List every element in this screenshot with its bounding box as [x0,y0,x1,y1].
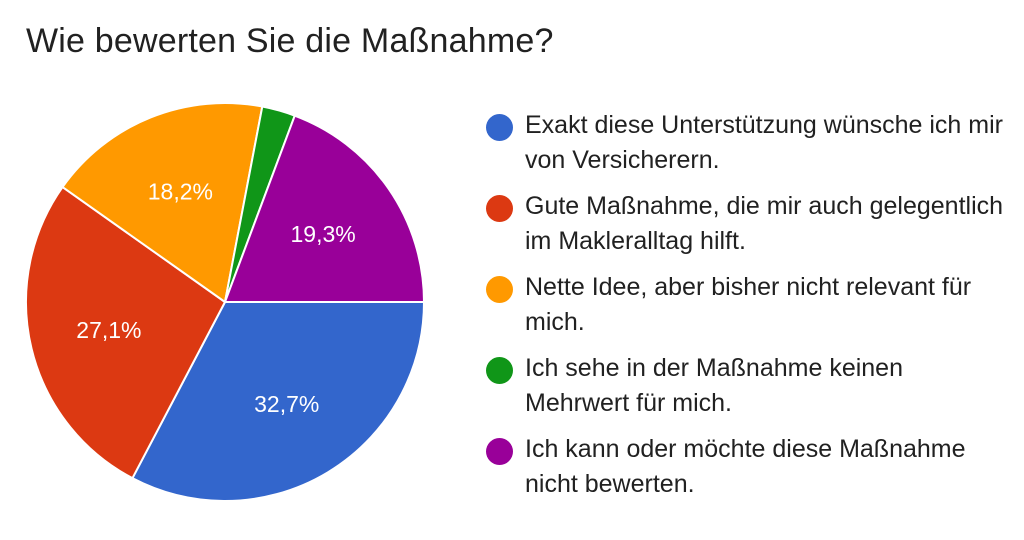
pie-slice[interactable] [224,114,425,303]
legend-swatch [486,114,513,141]
legend-swatch [486,438,513,465]
legend-label: Exakt diese Unterstützung wünsche ich mi… [525,111,1003,174]
chart-title: Wie bewerten Sie die Maßnahme? [26,22,554,60]
pie-slice-label: 27,1% [76,317,141,343]
legend-item-nicht-bewerten[interactable]: Ich kann oder möchte diese Maßnahme nich… [486,432,1016,502]
pie-slice-label: 19,3% [291,221,356,247]
pie-chart: 32,7% 27,1% 18,2% 19,3% [25,102,425,502]
pie-slice[interactable] [61,102,264,303]
legend-swatch [486,195,513,222]
legend-item-gute-massnahme[interactable]: Gute Maßnahme, die mir auch gelegentlich… [486,189,1016,259]
legend-swatch [486,276,513,303]
legend-item-exakt[interactable]: Exakt diese Unterstützung wünsche ich mi… [486,108,1016,178]
legend: Exakt diese Unterstützung wünsche ich mi… [486,108,1016,513]
pie-slice[interactable] [131,301,425,502]
legend-label: Nette Idee, aber bisher nicht relevant f… [525,273,972,336]
pie-slice-label: 32,7% [254,391,319,417]
pie-slices [25,102,425,502]
pie-slice[interactable] [25,186,226,480]
pie-slice-label: 18,2% [148,178,213,204]
legend-label: Ich sehe in der Maßnahme keinen Mehrwert… [525,354,903,417]
legend-swatch [486,357,513,384]
legend-item-nette-idee[interactable]: Nette Idee, aber bisher nicht relevant f… [486,270,1016,340]
legend-label: Gute Maßnahme, die mir auch gelegentlich… [525,192,1004,255]
legend-item-kein-mehrwert[interactable]: Ich sehe in der Maßnahme keinen Mehrwert… [486,351,1016,421]
legend-label: Ich kann oder möchte diese Maßnahme nich… [525,435,966,498]
pie-labels: 32,7% 27,1% 18,2% 19,3% [76,178,355,417]
